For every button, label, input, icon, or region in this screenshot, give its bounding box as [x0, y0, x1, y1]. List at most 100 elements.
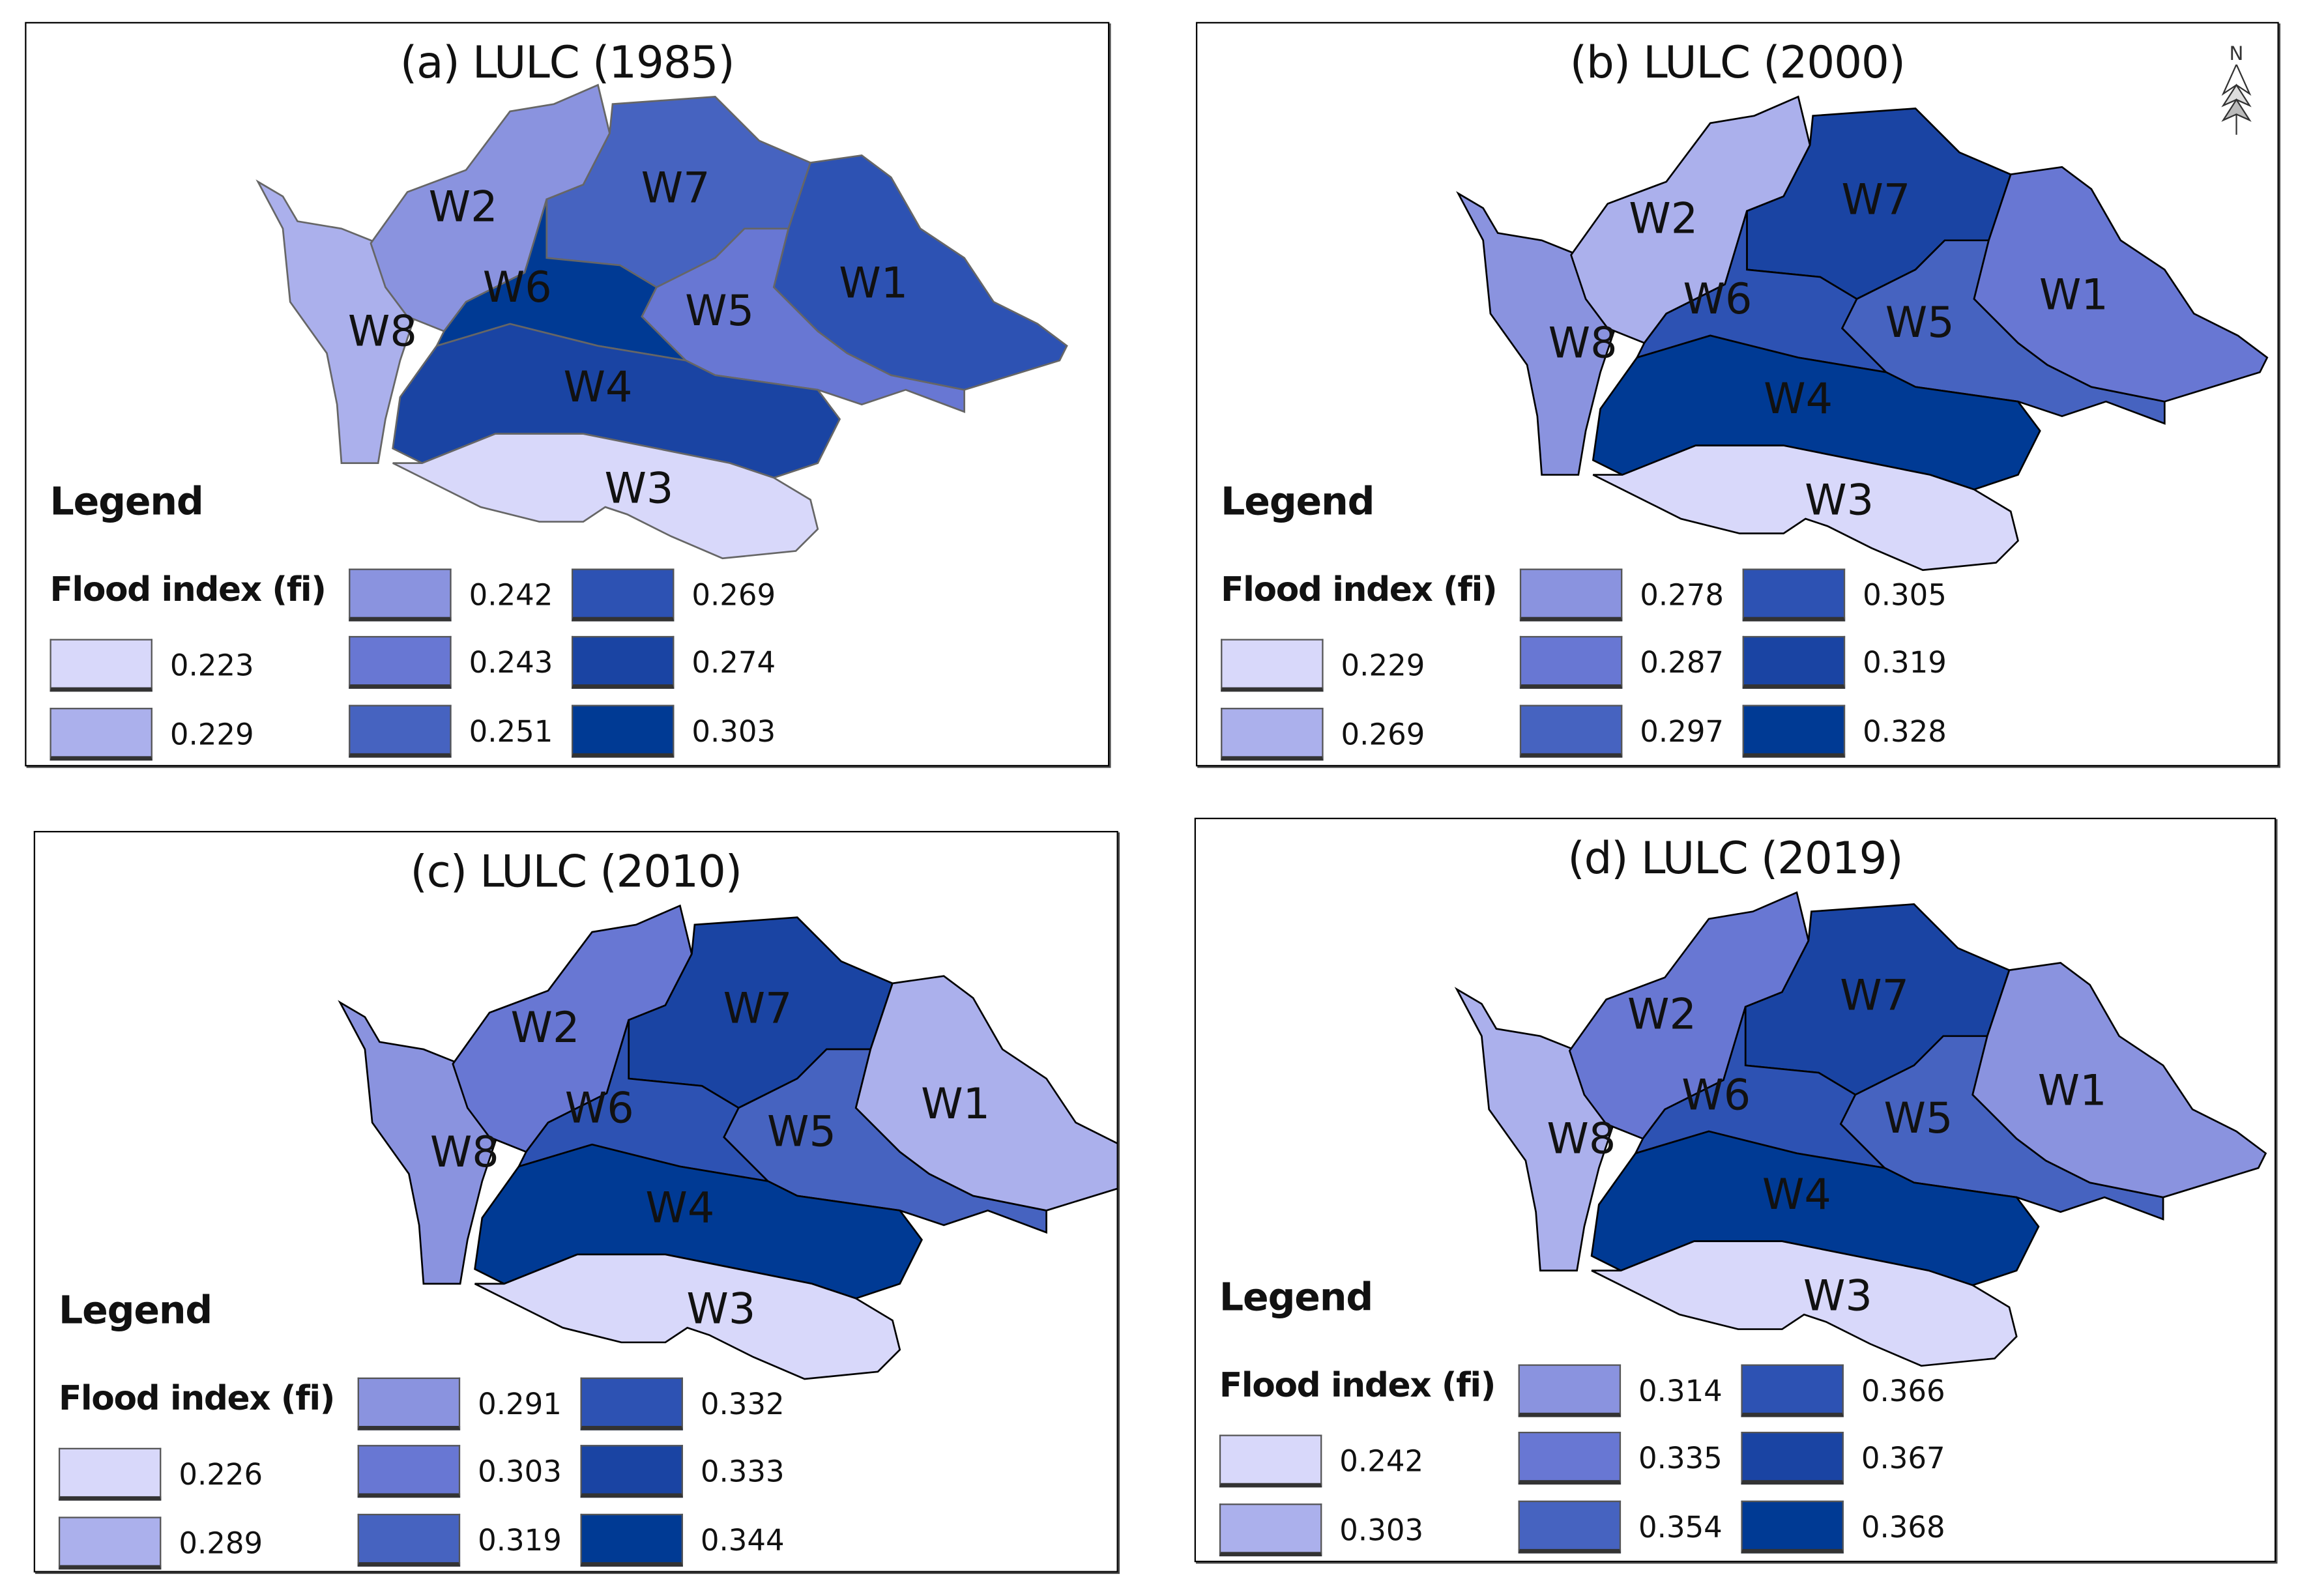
legend-value: 0.328: [1863, 714, 1947, 749]
north-label: N: [2229, 44, 2244, 66]
watershed-label-w2: W2: [429, 182, 498, 232]
watershed-map: W2 W7 W6 W5 W1 W8 W4 W3: [255, 83, 1068, 560]
watershed-label-w5: W5: [685, 286, 754, 336]
legend-value: 0.289: [179, 1525, 263, 1561]
legend-swatch: [1741, 1364, 1844, 1417]
watershed-label-w8: W8: [348, 307, 417, 356]
legend-swatch: [1742, 568, 1846, 622]
legend-heading: Legend: [1221, 480, 1374, 525]
legend-heading: Legend: [1219, 1276, 1373, 1321]
watershed-label-w4: W4: [1764, 374, 1833, 424]
legend-swatch: [349, 568, 452, 622]
legend-swatch: [357, 1377, 461, 1430]
legend-swatch: [580, 1513, 683, 1567]
legend-value: 0.287: [1640, 645, 1724, 680]
watershed-w1: [772, 154, 1068, 391]
legend-swatch: [357, 1445, 461, 1498]
panel-title: (c) LULC (2010): [410, 847, 743, 899]
legend-value: 0.366: [1861, 1373, 1945, 1409]
legend-swatch: [1221, 708, 1324, 761]
north-arrow-icon: N: [2219, 44, 2254, 139]
legend-value: 0.242: [469, 577, 553, 613]
watershed-label-w4: W4: [645, 1183, 714, 1232]
watershed-label-w2: W2: [1627, 990, 1696, 1039]
legend-value: 0.319: [1863, 645, 1947, 680]
panel-title: (a) LULC (1985): [400, 38, 735, 90]
legend-value: 0.368: [1861, 1509, 1945, 1545]
watershed-map: W2 W7 W6 W5 W1 W8 W4 W3: [338, 904, 1117, 1380]
legend-swatch: [1519, 635, 1623, 689]
legend-value: 0.242: [1339, 1443, 1424, 1479]
legend-swatch: [50, 639, 153, 692]
watershed-map: W2 W7 W6 W5 W1 W8 W4 W3: [1454, 891, 2267, 1367]
legend-value: 0.344: [700, 1522, 785, 1558]
legend-value: 0.243: [469, 645, 553, 680]
legend-value: 0.354: [1638, 1509, 1723, 1545]
legend-value: 0.319: [478, 1522, 562, 1558]
watershed-w3: [392, 433, 819, 560]
watershed-label-w5: W5: [1885, 298, 1955, 347]
legend-subheading: Flood index (fi): [1219, 1367, 1496, 1406]
legend-swatch: [571, 568, 675, 622]
legend-value: 0.332: [700, 1386, 785, 1422]
panel-title: (d) LULC (2019): [1567, 834, 1903, 886]
legend-value: 0.303: [691, 714, 776, 749]
legend-value: 0.314: [1638, 1373, 1723, 1409]
legend-swatch: [1219, 1434, 1322, 1488]
map-panel-2: W2 W7 W6 W5 W1 W8 W4 W3 (b) LULC (2000) Legend Flo…: [1195, 22, 2279, 767]
watershed-label-w8: W8: [430, 1127, 499, 1177]
watershed-w1: [854, 975, 1117, 1212]
map-panel-3: W2 W7 W6 W5 W1 W8 W4 W3 (c) LULC (2010) Legend Flo…: [33, 831, 1118, 1573]
legend-value: 0.269: [691, 577, 776, 613]
legend-value: 0.303: [478, 1453, 562, 1489]
legend-swatch: [357, 1513, 461, 1567]
watershed-label-w6: W6: [1683, 274, 1752, 324]
legend-swatch: [1518, 1500, 1622, 1554]
legend-value: 0.305: [1863, 577, 1947, 613]
watershed-label-w3: W3: [604, 463, 673, 513]
watershed-label-w1: W1: [2038, 1066, 2107, 1116]
watershed-label-w7: W7: [641, 163, 710, 212]
legend-swatch: [58, 1516, 162, 1570]
legend-value: 0.223: [169, 647, 254, 683]
legend-value: 0.229: [1341, 647, 1425, 683]
legend-swatch: [1741, 1500, 1844, 1554]
watershed-w1: [1971, 961, 2267, 1198]
watershed-label-w4: W4: [563, 362, 632, 412]
legend-subheading: Flood index (fi): [1221, 571, 1497, 610]
legend-swatch: [571, 704, 675, 758]
watershed-label-w3: W3: [686, 1284, 755, 1334]
map-panel-1: W2 W7 W6 W5 W1 W8 W4 W3 (a) LULC (1985) Legend Flo…: [25, 22, 1110, 767]
watershed-label-w7: W7: [1840, 970, 1909, 1020]
watershed-label-w6: W6: [483, 263, 552, 312]
legend-value: 0.251: [469, 714, 553, 749]
legend-swatch: [1518, 1364, 1622, 1417]
legend-swatch: [1519, 704, 1623, 758]
legend-value: 0.229: [169, 716, 254, 752]
legend-swatch: [1518, 1431, 1622, 1485]
legend-value: 0.269: [1341, 716, 1425, 752]
legend-value: 0.226: [179, 1457, 263, 1492]
watershed-map: W2 W7 W6 W5 W1 W8 W4 W3: [1456, 95, 2269, 572]
legend-value: 0.291: [478, 1386, 562, 1422]
map-panel-4: W2 W7 W6 W5 W1 W8 W4 W3 (d) LULC (2019) Legend Flo…: [1194, 817, 2276, 1563]
legend-swatch: [1742, 704, 1846, 758]
legend-swatch: [1519, 568, 1623, 622]
legend-value: 0.367: [1861, 1440, 1945, 1476]
watershed-label-w5: W5: [1884, 1094, 1953, 1143]
legend-swatch: [349, 635, 452, 689]
watershed-label-w3: W3: [1805, 475, 1874, 525]
legend-swatch: [1742, 635, 1846, 689]
watershed-label-w8: W8: [1547, 1114, 1616, 1164]
watershed-w3: [474, 1253, 901, 1380]
watershed-label-w7: W7: [723, 984, 793, 1034]
legend-heading: Legend: [50, 480, 203, 525]
legend-value: 0.274: [691, 645, 776, 680]
legend-swatch: [580, 1445, 683, 1498]
north-arrow-glyph: [2221, 63, 2252, 135]
watershed-label-w5: W5: [767, 1107, 836, 1156]
legend-value: 0.335: [1638, 1440, 1723, 1476]
watershed-label-w7: W7: [1841, 175, 1910, 224]
watershed-w3: [1591, 1240, 2018, 1367]
legend-subheading: Flood index (fi): [58, 1380, 335, 1419]
